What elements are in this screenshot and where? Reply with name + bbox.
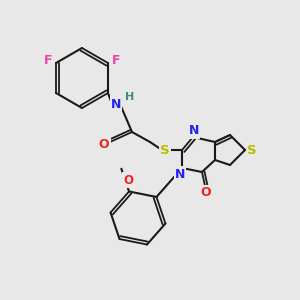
Text: S: S — [247, 143, 257, 157]
Text: S: S — [160, 143, 170, 157]
Text: O: O — [201, 187, 211, 200]
Text: N: N — [111, 98, 121, 110]
Text: F: F — [112, 55, 120, 68]
Text: O: O — [123, 174, 133, 187]
Text: H: H — [125, 92, 135, 102]
Text: O: O — [99, 137, 109, 151]
Text: N: N — [189, 124, 199, 137]
Text: F: F — [44, 55, 52, 68]
Text: N: N — [175, 167, 185, 181]
